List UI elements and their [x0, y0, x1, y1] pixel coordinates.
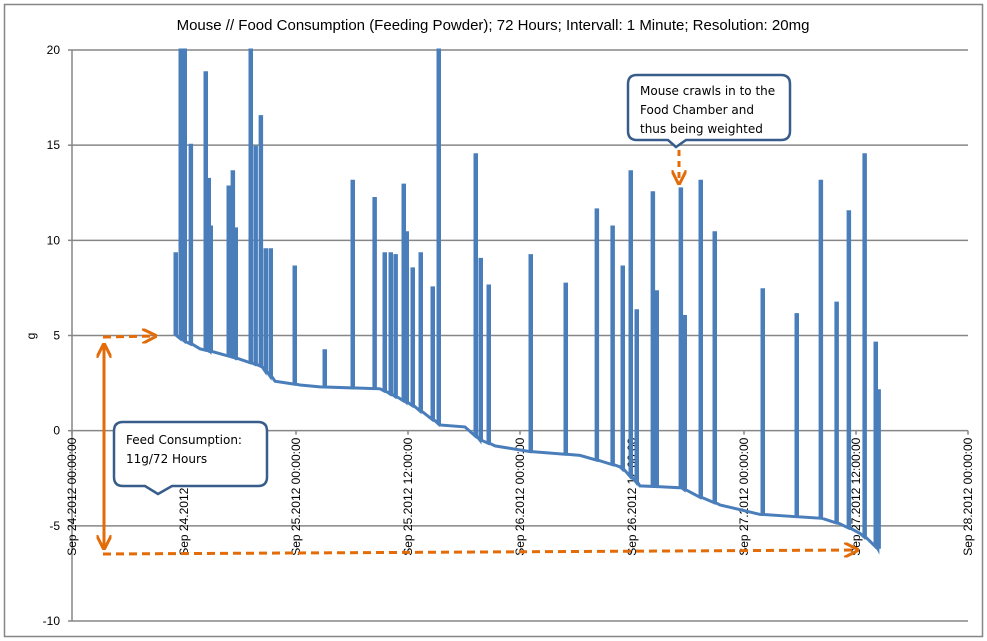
- callout-weighted-line-2: Food Chamber and: [640, 103, 754, 117]
- callout-consumption-box: [112, 420, 269, 496]
- callout-consumption: Feed Consumption: 11g/72 Hours: [112, 420, 269, 496]
- x-tick-label: Sep 24.2012 00:00:00: [65, 437, 79, 555]
- x-tick-label: Sep 27.2012 12:00:00: [849, 437, 863, 555]
- x-tick-label: Sep 26.2012 00:00:00: [513, 437, 527, 555]
- callout-weighted: Mouse crawls in to the Food Chamber and …: [626, 73, 792, 149]
- chart-title: Mouse // Food Consumption (Feeding Powde…: [177, 17, 810, 34]
- callout-weighted-line-3: thus being weighted: [640, 122, 763, 136]
- callout-weighted-box: [626, 73, 792, 149]
- callout-consumption-line-2: 11g/72 Hours: [126, 452, 207, 466]
- end-level-dashed-arrow: [102, 550, 856, 554]
- y-axis: 20 15 10 5 0 -5 -10: [43, 43, 73, 628]
- y-tick-label: -5: [49, 519, 60, 533]
- x-tick-label: Sep 25.2012 00:00:00: [289, 437, 303, 555]
- annotation-arrows: [103, 150, 856, 554]
- y-tick-label: 5: [53, 329, 60, 343]
- y-tick-label: 10: [47, 233, 61, 247]
- series-line: [173, 48, 881, 555]
- y-tick-label: -10: [43, 614, 61, 628]
- y-axis-label: g: [24, 333, 38, 340]
- y-tick-label: 15: [47, 138, 61, 152]
- callout-weighted-line-1: Mouse crawls in to the: [640, 84, 775, 98]
- callout-consumption-line-1: Feed Consumption:: [126, 433, 242, 447]
- x-axis: Sep 24.2012 00:00:00 Sep 24.2012 12:00:00…: [65, 430, 975, 556]
- x-tick-label: Sep 25.2012 12:00:00: [401, 437, 415, 555]
- start-level-dashed-arrow: [102, 336, 154, 337]
- x-tick-label: Sep 27.2012 00:00:00: [737, 437, 751, 555]
- y-tick-label: 20: [47, 43, 61, 57]
- y-tick-label: 0: [53, 424, 60, 438]
- x-tick-label: Sep 28.2012 00:00:00: [961, 437, 975, 555]
